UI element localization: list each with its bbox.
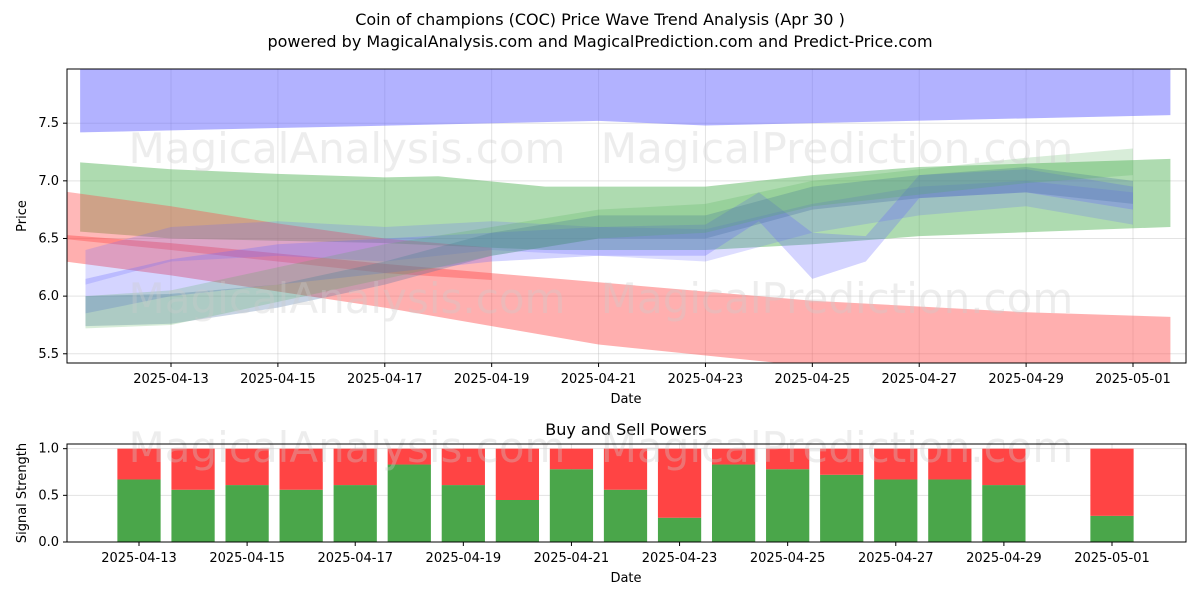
price-y-axis-label: Price [15,200,30,232]
buy-bar [874,479,918,542]
price-y-tick-label: 7.0 [38,174,59,189]
price-band-blue-4 [85,169,1133,314]
sell-bar [117,448,161,480]
price-x-tick-label: 2025-04-13 [133,372,209,387]
power-x-tick-label: 2025-04-25 [750,551,826,566]
sell-bar [928,448,972,480]
price-band-red-3 [67,191,492,280]
buy-bar [820,474,864,542]
buy-bar [657,517,702,542]
price-x-tick-label: 2025-04-27 [881,372,957,387]
price-x-tick-label: 2025-05-01 [1095,372,1171,387]
power-title: Buy and Sell Powers [545,420,707,439]
buy-bar [333,485,377,542]
price-watermarks: MagicalAnalysis.com MagicalPrediction.co… [129,124,1074,323]
power-panel: Buy and Sell Powers MagicalAnalysis.com … [15,420,1187,586]
price-panel: MagicalAnalysis.com MagicalPrediction.co… [15,68,1187,407]
price-bands [67,69,1171,363]
power-x-tick-label: 2025-04-17 [317,551,393,566]
buy-bar [171,489,215,542]
power-bars [117,448,1134,542]
buy-bar [766,469,810,542]
price-y-tick-label: 7.5 [38,116,59,131]
power-x-tick-label: 2025-04-21 [534,551,610,566]
sell-bar [603,448,648,490]
price-x-tick-label: 2025-04-19 [454,372,530,387]
price-x-tick-label: 2025-04-23 [668,372,744,387]
sell-bar [982,448,1026,486]
price-x-ticks: 2025-04-13 2025-04-15 2025-04-17 2025-04-19… [133,363,1171,387]
buy-bar [982,485,1026,542]
sell-bar [441,448,485,486]
power-x-tick-label: 2025-04-27 [858,551,934,566]
buy-bar [117,479,161,542]
price-x-tick-label: 2025-04-15 [240,372,316,387]
watermark-analysis-mid: MagicalAnalysis.com [129,274,566,323]
price-band-red-2 [67,235,1171,363]
power-x-tick-label: 2025-04-13 [101,551,177,566]
price-band-green-7 [85,148,1133,329]
buy-bar [928,479,972,542]
price-x-tick-label: 2025-04-17 [347,372,423,387]
price-x-tick-label: 2025-04-25 [775,372,851,387]
sell-bar [657,448,702,518]
watermark-analysis-bottom: MagicalAnalysis.com [129,423,566,472]
sell-bar [549,448,594,470]
power-x-tick-label: 2025-04-19 [426,551,502,566]
watermark-prediction-top: MagicalPrediction.com [601,124,1074,173]
power-x-ticks: 2025-04-13 2025-04-15 2025-04-17 2025-04-19… [101,542,1150,566]
price-band-green-1 [80,158,1171,251]
power-watermarks: MagicalAnalysis.com MagicalPrediction.co… [129,423,1074,472]
price-plot-frame [66,68,1187,364]
power-y-tick-label: 0.5 [38,488,59,503]
figure-title: Coin of champions (COC) Price Wave Trend… [355,10,845,29]
figure-subtitle: powered by MagicalAnalysis.com and Magic… [267,32,932,51]
sell-bar [225,448,269,486]
buy-bar [711,464,756,542]
power-x-tick-label: 2025-05-01 [1074,551,1150,566]
buy-bar [279,489,323,542]
power-x-tick-label: 2025-04-29 [966,551,1042,566]
sell-bar [874,448,918,480]
watermark-prediction-bottom: MagicalPrediction.com [601,423,1074,472]
sell-bar [333,448,377,486]
sell-bar [820,448,864,475]
buy-bar [225,485,269,542]
power-y-ticks: 0.0 0.5 1.0 [38,442,67,550]
power-x-tick-label: 2025-04-23 [642,551,718,566]
sell-bar [766,448,810,470]
price-x-tick-label: 2025-04-21 [561,372,637,387]
price-y-ticks: 5.5 6.0 6.5 7.0 7.5 [38,116,67,362]
sell-bar [1090,448,1134,516]
price-band-blue-0 [80,69,1171,133]
price-y-tick-label: 6.0 [38,289,59,304]
sell-bar [171,448,215,490]
sell-bar [279,448,323,490]
watermark-analysis-top: MagicalAnalysis.com [129,124,566,173]
sell-bar [711,448,756,465]
price-x-tick-label: 2025-04-29 [988,372,1064,387]
power-x-axis-label: Date [610,571,641,586]
buy-bar [387,464,431,542]
buy-bar [495,500,540,542]
watermark-prediction-mid: MagicalPrediction.com [601,274,1074,323]
price-y-tick-label: 6.5 [38,231,59,246]
price-band-steel-6 [85,167,1133,327]
sell-bar [387,448,431,465]
buy-bar [603,489,648,542]
buy-bar [549,469,594,542]
sell-bar [495,448,540,500]
power-y-tick-label: 0.0 [38,535,59,550]
price-y-tick-label: 5.5 [38,347,59,362]
price-band-blue-5 [85,180,1133,285]
power-y-axis-label: Signal Strength [15,443,30,543]
power-y-tick-label: 1.0 [38,442,59,457]
buy-bar [441,485,485,542]
price-x-axis-label: Date [610,392,641,407]
buy-bar [1090,515,1134,542]
power-plot-frame [66,443,1187,543]
power-x-tick-label: 2025-04-15 [209,551,285,566]
